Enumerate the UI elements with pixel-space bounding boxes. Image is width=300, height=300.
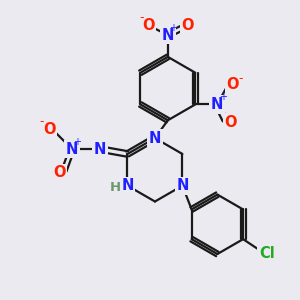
Text: -: -	[238, 72, 243, 85]
Text: N: N	[162, 28, 174, 43]
Text: O: O	[53, 165, 65, 180]
Text: O: O	[225, 115, 237, 130]
Text: O: O	[182, 18, 194, 33]
Text: +: +	[169, 23, 177, 33]
Text: +: +	[219, 92, 227, 103]
Text: O: O	[43, 122, 56, 137]
Text: N: N	[121, 178, 134, 193]
Text: N: N	[94, 142, 106, 157]
Text: O: O	[227, 77, 239, 92]
Text: -: -	[39, 115, 43, 128]
Text: H: H	[110, 181, 121, 194]
Text: N: N	[66, 142, 78, 157]
Text: N: N	[149, 130, 161, 146]
Text: N: N	[176, 178, 189, 193]
Text: Cl: Cl	[259, 245, 275, 260]
Text: O: O	[142, 18, 154, 33]
Text: +: +	[73, 137, 81, 147]
Text: -: -	[140, 11, 144, 24]
Text: N: N	[211, 97, 223, 112]
